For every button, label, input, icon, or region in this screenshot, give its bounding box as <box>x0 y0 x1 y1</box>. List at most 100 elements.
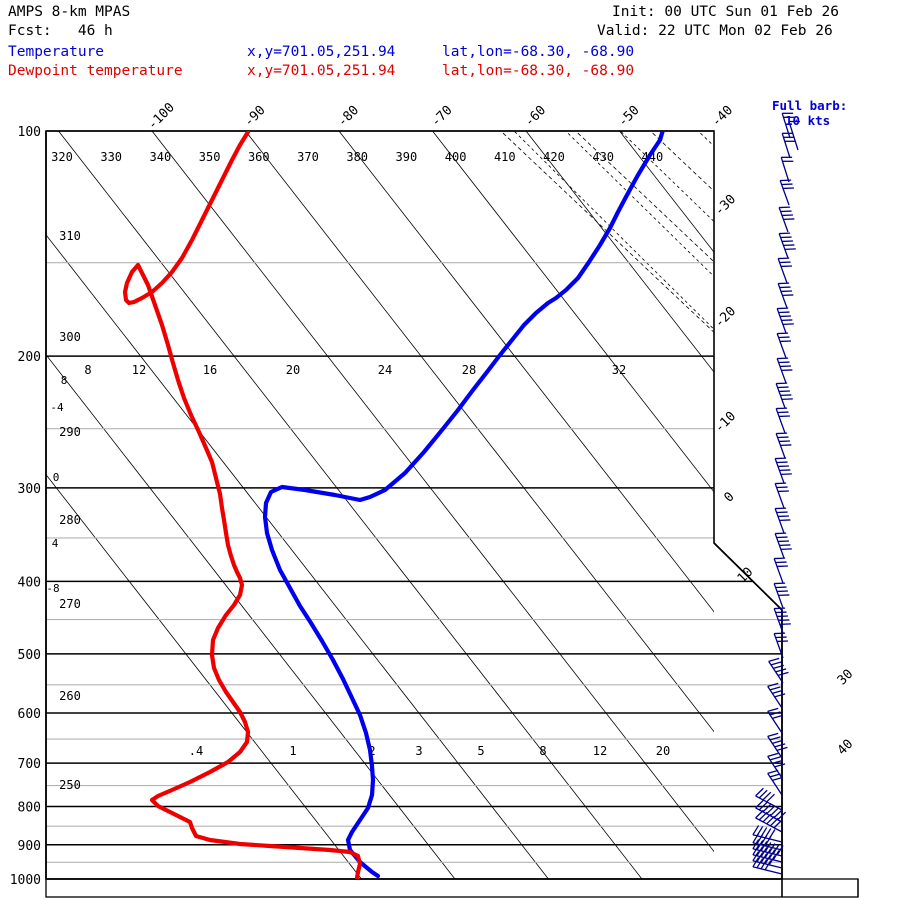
height-label: 20 <box>286 363 300 377</box>
wind-barb-full <box>752 857 760 868</box>
wind-barb-full <box>768 849 776 860</box>
wind-barb-shaft <box>752 842 783 851</box>
isotherm <box>712 131 714 133</box>
wind-barb-full <box>752 839 760 850</box>
wind-barb-legend-symbol <box>788 120 800 151</box>
wind-barb <box>779 179 794 206</box>
wind-barb-full <box>774 763 786 768</box>
wind-barb-shaft <box>755 795 783 811</box>
wind-barb-full <box>772 844 780 855</box>
mixing-ratio-labels: .4 1 2 3 5 8 12 20 <box>189 744 670 758</box>
moist-adiabat-label: 8 <box>61 374 68 387</box>
wind-barb <box>775 432 792 459</box>
wind-barb-full <box>773 819 783 829</box>
wind-barb <box>755 787 783 811</box>
legend-dewpoint-label: Dewpoint temperature <box>8 63 183 79</box>
mixing-ratio-label: 8 <box>539 744 546 758</box>
wind-barb <box>777 282 794 309</box>
wind-barb-full <box>774 743 786 748</box>
wind-barb-shaft <box>767 711 783 734</box>
wind-barb <box>776 307 794 334</box>
pressure-tick-label: 300 <box>18 482 41 497</box>
wind-barb-full <box>760 859 768 870</box>
wind-barb-full <box>769 773 781 778</box>
isotherm-lines <box>46 131 714 879</box>
wind-barb <box>774 482 789 509</box>
wind-barb-full <box>767 752 779 758</box>
wind-barb-full <box>768 657 780 663</box>
wind-barb-full <box>772 759 783 765</box>
pressure-tick-label: 100 <box>18 125 41 140</box>
wind-barb-full <box>764 842 772 853</box>
pressure-axis-labels: 100 200 300 400 500 600 700 800 900 1000 <box>10 125 41 888</box>
moist-adiabat <box>575 131 714 263</box>
plot-frame <box>45 130 783 880</box>
legend-temperature-latlon: lat,lon=-68.30, -68.90 <box>442 44 635 60</box>
wind-barb <box>778 232 796 259</box>
wind-barb-full <box>766 793 775 803</box>
temperature-tick-label-top: -90 <box>241 103 268 130</box>
wind-barb-full <box>772 739 783 745</box>
moist-adiabat-labels: 8 -4 0 -8 4 <box>46 374 67 595</box>
wind-barb-full <box>758 789 768 799</box>
wind-barb-full <box>762 813 772 823</box>
isotherm <box>58 131 643 879</box>
wind-barb-full <box>767 682 779 688</box>
theta-labels-left: 310 300 290 280 270 260 250 <box>59 229 81 792</box>
mixing-ratio-line <box>852 131 900 879</box>
wind-barb-full <box>772 776 783 782</box>
wind-barb <box>752 839 784 857</box>
moist-adiabat <box>866 131 900 879</box>
temperature-tick-label-right: -20 <box>712 304 739 331</box>
moist-adiabat-label: -4 <box>50 401 64 414</box>
wind-barb <box>776 332 791 359</box>
wind-barb <box>776 357 793 384</box>
theta-label-left: 250 <box>59 778 81 792</box>
init-time: Init: 00 UTC Sun 01 Feb 26 <box>612 4 839 20</box>
temperature-tick-label-right: 10 <box>735 565 757 587</box>
theta-label-top: 430 <box>592 150 614 164</box>
wind-barb-shaft <box>755 807 783 823</box>
isotherm <box>619 131 714 253</box>
wind-barb-full <box>760 835 768 846</box>
moist-adiabat-label: -8 <box>46 582 59 595</box>
wind-barb-full <box>764 854 772 865</box>
wind-barb-full <box>762 791 772 801</box>
wind-barb <box>752 833 783 851</box>
wind-barb-full <box>776 845 784 856</box>
isotherm <box>151 131 714 853</box>
legend-dewpoint-xy: x,y=701.05,251.94 <box>247 63 396 79</box>
legend-shaft <box>788 121 799 151</box>
wind-barb-full <box>766 815 775 825</box>
wind-barb <box>773 557 788 584</box>
pressure-tick-label: 200 <box>18 350 41 365</box>
wind-barb <box>767 682 786 709</box>
wind-barb-full <box>772 714 783 720</box>
wind-barb-full <box>769 817 779 827</box>
mixing-ratio-label: 12 <box>593 744 607 758</box>
mixing-ratio-label: 20 <box>656 744 670 758</box>
pressure-tick-label: 600 <box>18 707 41 722</box>
mixing-ratio-label: 3 <box>415 744 422 758</box>
temperature-tick-label-right: 0 <box>721 489 737 505</box>
wind-barb-full <box>760 853 768 864</box>
wind-barb-full <box>767 732 779 738</box>
wind-barb <box>775 382 793 409</box>
wind-barb-full <box>755 809 764 819</box>
pressure-tick-label: 400 <box>18 575 41 590</box>
wind-barb-full <box>769 711 781 716</box>
isotherm <box>46 234 549 879</box>
wind-barb <box>774 507 791 534</box>
theta-labels-top: 320 330 340 350 360 370 380 390 400 410 420 430 440 <box>51 150 663 164</box>
moist-adiabat-lines <box>500 131 900 879</box>
wind-barb-full <box>772 850 780 861</box>
forecast-hour: Fcst: 46 h <box>8 23 113 39</box>
wind-barb-shaft <box>752 860 783 869</box>
wind-barb <box>768 657 789 684</box>
legend-dewpoint-latlon: lat,lon=-68.30, -68.90 <box>442 63 635 79</box>
wind-barb <box>775 407 790 434</box>
mixing-ratio-line <box>620 131 714 223</box>
height-label: 12 <box>132 363 146 377</box>
height-label: 16 <box>203 363 217 377</box>
wind-barb <box>777 257 792 284</box>
